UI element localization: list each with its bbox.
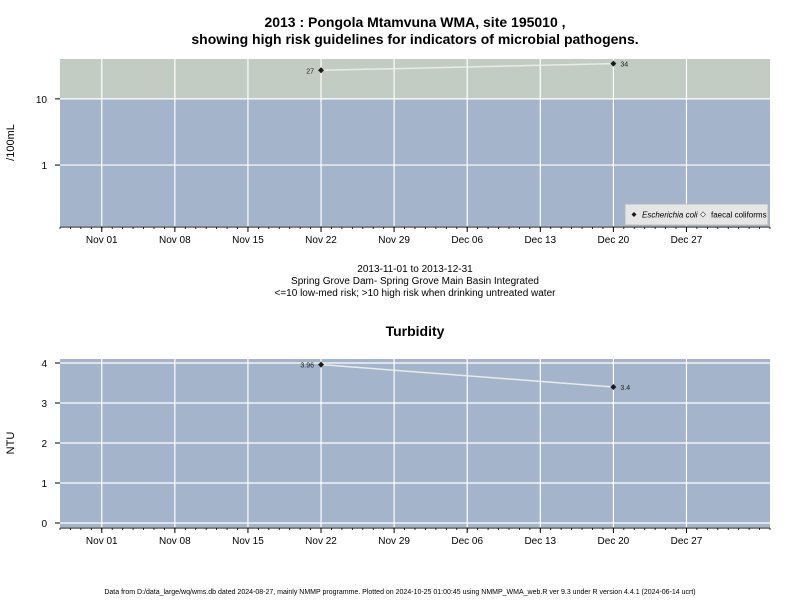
chart1-data-label: 34 (620, 62, 628, 69)
chart2-y-tick-label: 4 (41, 359, 47, 370)
chart2-x-tick-label: Dec 27 (671, 536, 703, 547)
chart1-caption-site: Spring Grove Dam- Spring Grove Main Basi… (291, 276, 539, 287)
chart2-y-axis-label: NTU (5, 432, 17, 455)
chart2-y-tick-label: 0 (41, 519, 47, 530)
chart1-y-axis-label: /100mL (5, 124, 17, 161)
chart1-caption-daterange: 2013-11-01 to 2013-12-31 (357, 264, 473, 275)
chart1-x-tick-label: Dec 20 (598, 235, 630, 246)
chart1-legend-box (624, 203, 769, 226)
chart2-data-label: 3.4 (620, 385, 630, 392)
chart1-title-line2: showing high risk guidelines for indicat… (191, 31, 639, 47)
chart1-legend-label-faecal: faecal coliforms (711, 211, 767, 220)
chart1-y-tick-label: 10 (36, 95, 48, 106)
chart1-legend-marker-ecoli (631, 212, 637, 217)
figure-footer: Data from D:/data_large/wq/wms.db dated … (104, 589, 696, 596)
chart2-x-tick-label: Nov 08 (159, 536, 191, 547)
chart2-x-tick-label: Dec 13 (524, 536, 556, 547)
chart1-legend-label-ecoli: Escherichia coli (642, 211, 698, 220)
chart2-data-label: 3.96 (300, 363, 314, 370)
chart2-x-tick-label: Nov 01 (86, 536, 118, 547)
chart1-x-tick-label: Nov 29 (378, 235, 410, 246)
chart1-high-risk-zone (60, 59, 770, 99)
chart2-series-line (320, 363, 614, 388)
chart2-x-tick-label: Dec 06 (451, 536, 483, 547)
chart2-y-tick-label: 3 (41, 399, 47, 410)
chart2-data-point (610, 384, 617, 390)
chart2-x-tick-label: Dec 20 (598, 536, 630, 547)
chart1-series-line (321, 62, 614, 72)
chart1-x-tick-label: Nov 08 (159, 235, 191, 246)
chart1-x-tick-label: Dec 13 (524, 235, 556, 246)
chart2-data-point (318, 361, 325, 368)
chart2-y-tick-label: 2 (41, 439, 47, 450)
chart2-y-tick-label: 1 (41, 479, 47, 490)
chart1-legend-marker-faecal (700, 211, 706, 218)
chart1-x-tick-label: Nov 01 (86, 235, 118, 246)
chart2-x-tick-label: Nov 29 (378, 536, 410, 547)
chart2-x-tick-label: Nov 22 (305, 536, 337, 547)
chart1-x-tick-label: Nov 22 (305, 235, 337, 246)
chart1-x-tick-label: Dec 06 (451, 235, 483, 246)
chart1-x-tick-label: Nov 15 (232, 235, 264, 246)
chart1-caption-risk: <=10 low-med risk; >10 high risk when dr… (274, 288, 556, 299)
chart1-data-point (610, 60, 617, 67)
chart2-x-tick-label: Nov 15 (232, 536, 264, 547)
chart1-y-tick-label: 1 (41, 161, 47, 172)
chart1-data-point (318, 67, 325, 74)
chart1-x-tick-label: Dec 27 (671, 235, 703, 246)
chart2-title: Turbidity (385, 323, 445, 339)
chart1-data-label: 27 (306, 68, 314, 75)
chart1-title-line1: 2013 : Pongola Mtamvuna WMA, site 195010… (264, 14, 566, 30)
